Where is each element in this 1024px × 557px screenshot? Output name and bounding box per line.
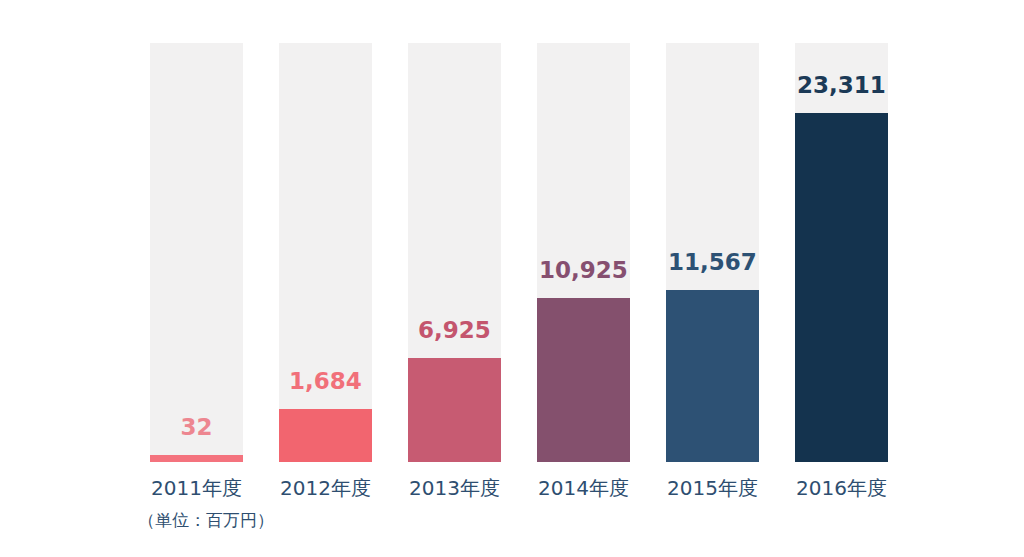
column-track: 23,311: [795, 43, 888, 462]
bar: [795, 113, 888, 462]
unit-note: （単位：百万円）: [138, 510, 274, 530]
bar: [537, 298, 630, 462]
value-label: 32: [180, 416, 212, 439]
chart-column: 1,684 2012年度: [279, 43, 372, 502]
value-label: 23,311: [797, 74, 886, 97]
x-axis-label: 2012年度: [280, 475, 371, 502]
column-track: 10,925: [537, 43, 630, 462]
value-label: 10,925: [539, 259, 628, 282]
chart-column: 10,925 2014年度: [537, 43, 630, 502]
chart-column: 23,311 2016年度: [795, 43, 888, 502]
bar-chart: 32 2011年度 1,684 2012年度 6,925 2013年度 10,9…: [150, 43, 888, 502]
x-axis-label: 2014年度: [538, 475, 629, 502]
column-track: 32: [150, 43, 243, 462]
x-axis-label: 2011年度: [151, 475, 242, 502]
x-axis-label: 2015年度: [667, 475, 758, 502]
value-label: 11,567: [668, 251, 757, 274]
bar: [279, 409, 372, 462]
bar: [666, 290, 759, 462]
x-axis-label: 2016年度: [796, 475, 887, 502]
column-track: 11,567: [666, 43, 759, 462]
x-axis-label: 2013年度: [409, 475, 500, 502]
value-label: 1,684: [289, 370, 362, 393]
value-label: 6,925: [418, 319, 491, 342]
chart-column: 6,925 2013年度: [408, 43, 501, 502]
chart-column: 11,567 2015年度: [666, 43, 759, 502]
column-track: 1,684: [279, 43, 372, 462]
column-track: 6,925: [408, 43, 501, 462]
bar: [408, 358, 501, 462]
chart-column: 32 2011年度: [150, 43, 243, 502]
bar: [150, 455, 243, 462]
